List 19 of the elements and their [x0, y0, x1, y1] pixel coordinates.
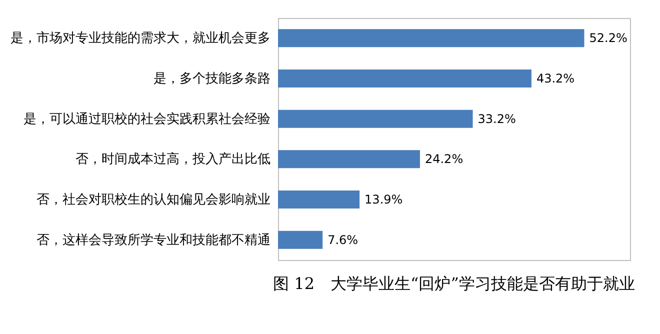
- y-tick-label: 是，可以通过职校的社会实践积累社会经验: [24, 112, 270, 127]
- y-tick-label: 否，时间成本过高，投入产出比低: [76, 151, 270, 168]
- bar: [278, 110, 473, 128]
- bar: [278, 150, 420, 168]
- data-label: 24.2%: [424, 152, 464, 166]
- bar: [278, 190, 360, 208]
- data-label: 33.2%: [478, 112, 516, 126]
- data-label: 7.6%: [328, 232, 358, 247]
- data-label: 52.2%: [589, 31, 628, 46]
- data-label: 13.9%: [364, 192, 403, 206]
- data-label: 43.2%: [536, 72, 575, 86]
- bar: [278, 230, 323, 249]
- text: 图 12 大学毕业生“回炉”学习技能是否有助于就业: [273, 274, 635, 293]
- bar: [278, 29, 584, 48]
- y-tick-label: 否，这样会导致所学专业和技能都不精通: [36, 232, 270, 248]
- bar: [278, 70, 532, 88]
- y-tick-label: 是，市场对专业技能的需求大，就业机会更多: [10, 31, 270, 46]
- y-tick-label: 否，社会对职校生的认知偏见会影响就业: [36, 192, 270, 208]
- y-tick-label: 是，多个技能多条路: [154, 72, 270, 86]
